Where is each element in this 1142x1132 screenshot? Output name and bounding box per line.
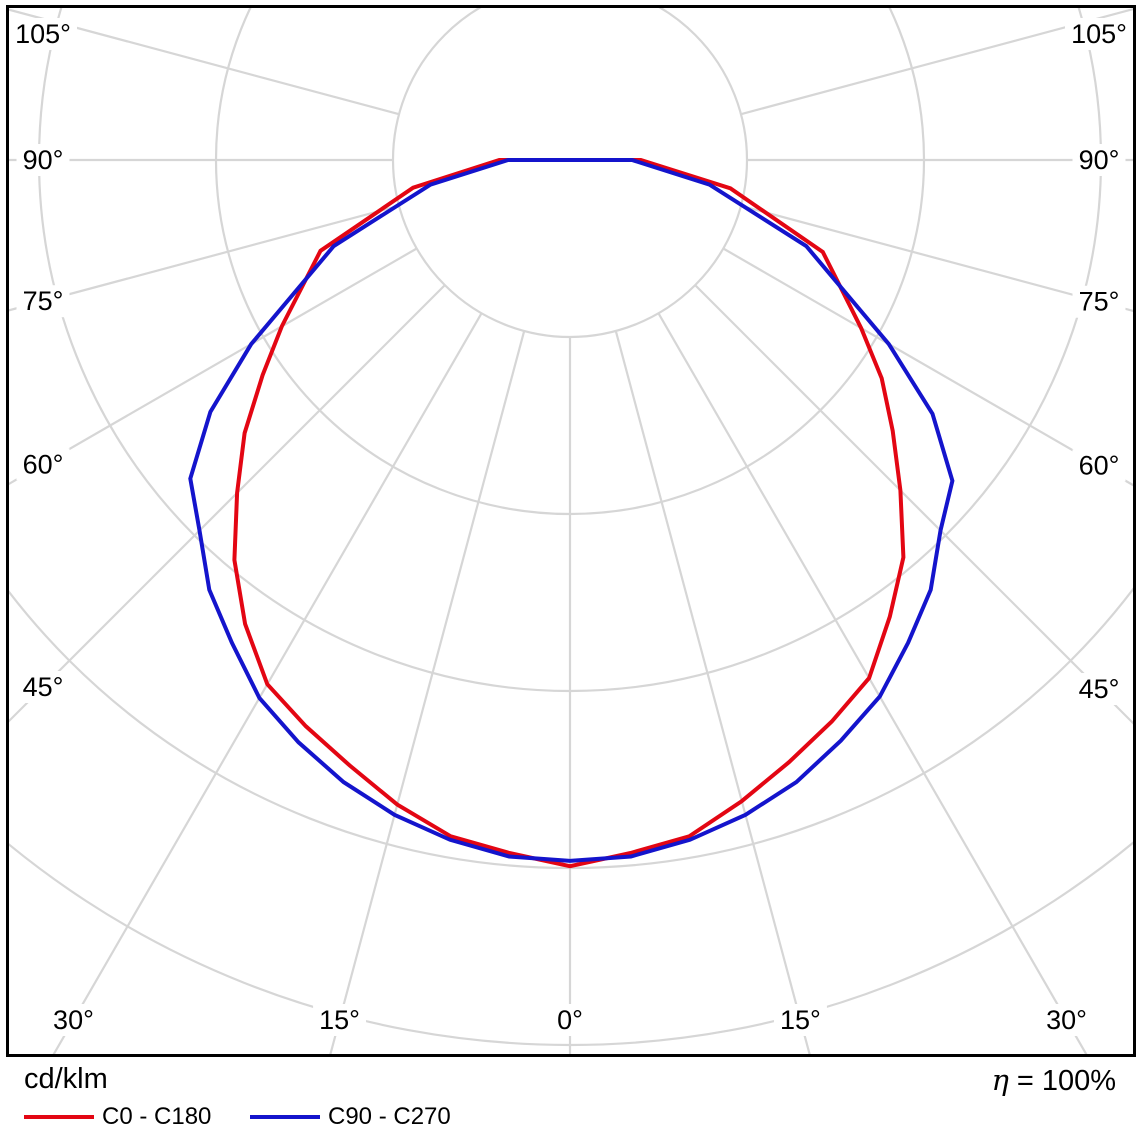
angle-tick-label-bg bbox=[1040, 1004, 1094, 1036]
polar-grid-radial bbox=[52, 312, 483, 1054]
legend-label-c0-c180: C0 - C180 bbox=[102, 1103, 212, 1130]
angle-tick-label-bg bbox=[313, 1004, 367, 1036]
angle-tick-label-bg bbox=[773, 1004, 827, 1036]
legend: C0 - C180 C90 - C270 bbox=[0, 1103, 1142, 1131]
angle-tick-label: 0° bbox=[557, 1005, 583, 1035]
polar-grid-ring bbox=[391, 8, 749, 339]
polar-grid-radial bbox=[740, 204, 1133, 312]
angle-tick-label: 90° bbox=[1079, 145, 1120, 175]
angle-tick-label-bg bbox=[16, 144, 70, 176]
legend-label-c90-c270: C90 - C270 bbox=[328, 1103, 451, 1130]
angle-tick-label-bg bbox=[46, 1004, 100, 1036]
polar-grid-radial bbox=[9, 247, 418, 486]
angle-tick-label-bg bbox=[1072, 144, 1126, 176]
eta-symbol: η bbox=[991, 1063, 1009, 1097]
angle-tick-label-bg bbox=[551, 1004, 589, 1036]
angle-tick-label: 75° bbox=[23, 286, 64, 316]
polar-grid-radial bbox=[722, 247, 1133, 487]
angle-tick-label: 30° bbox=[53, 1005, 94, 1035]
angle-tick-label: 15° bbox=[780, 1005, 821, 1035]
efficiency-value: = 100% bbox=[1016, 1065, 1116, 1097]
efficiency-label: η = 100% bbox=[991, 1063, 1116, 1098]
angle-tick-label-bg bbox=[1065, 18, 1133, 50]
unit-label: cd/klm bbox=[24, 1063, 108, 1095]
angle-tick-label-bg bbox=[9, 18, 77, 50]
angle-tick-label: 45° bbox=[23, 672, 64, 702]
angle-tick-label-bg bbox=[1072, 449, 1126, 482]
polar-grid-radial bbox=[740, 8, 1133, 116]
angle-tick-label: 90° bbox=[23, 145, 64, 175]
polar-grid-radial bbox=[9, 8, 400, 116]
polar-grid-radial bbox=[657, 312, 1088, 1054]
angle-tick-label: 60° bbox=[23, 449, 64, 479]
angle-tick-label: 45° bbox=[1079, 674, 1120, 704]
angle-tick-label-bg bbox=[1072, 285, 1126, 318]
angle-tick-label-bg bbox=[16, 671, 70, 703]
plot-frame bbox=[6, 5, 1136, 1057]
angle-tick-label: 15° bbox=[319, 1005, 360, 1035]
angle-tick-label: 30° bbox=[1046, 1005, 1087, 1035]
angle-tick-label: 60° bbox=[1079, 450, 1120, 480]
legend-swatch-c90-c270 bbox=[250, 1115, 320, 1119]
polar-grid-radial bbox=[9, 204, 400, 312]
angle-tick-labels: 105° 90° 75° 60° 45° 45° 60° 75° 90° 105° 30° 15° 0°… bbox=[9, 18, 1133, 1036]
angle-tick-label-bg bbox=[16, 448, 70, 481]
angle-tick-label: 105° bbox=[1071, 19, 1127, 49]
polar-grid-radial bbox=[694, 284, 1133, 725]
angle-tick-label: 75° bbox=[1079, 287, 1120, 317]
series-curves bbox=[188, 158, 955, 869]
angle-tick-label-bg bbox=[1072, 673, 1126, 705]
angle-tick-label-bg bbox=[16, 285, 70, 318]
legend-swatch-c0-c180 bbox=[24, 1115, 94, 1119]
angle-tick-label: 105° bbox=[15, 19, 71, 49]
series-curve-c90-c270 bbox=[188, 158, 955, 863]
polar-grid-radial bbox=[9, 284, 446, 723]
